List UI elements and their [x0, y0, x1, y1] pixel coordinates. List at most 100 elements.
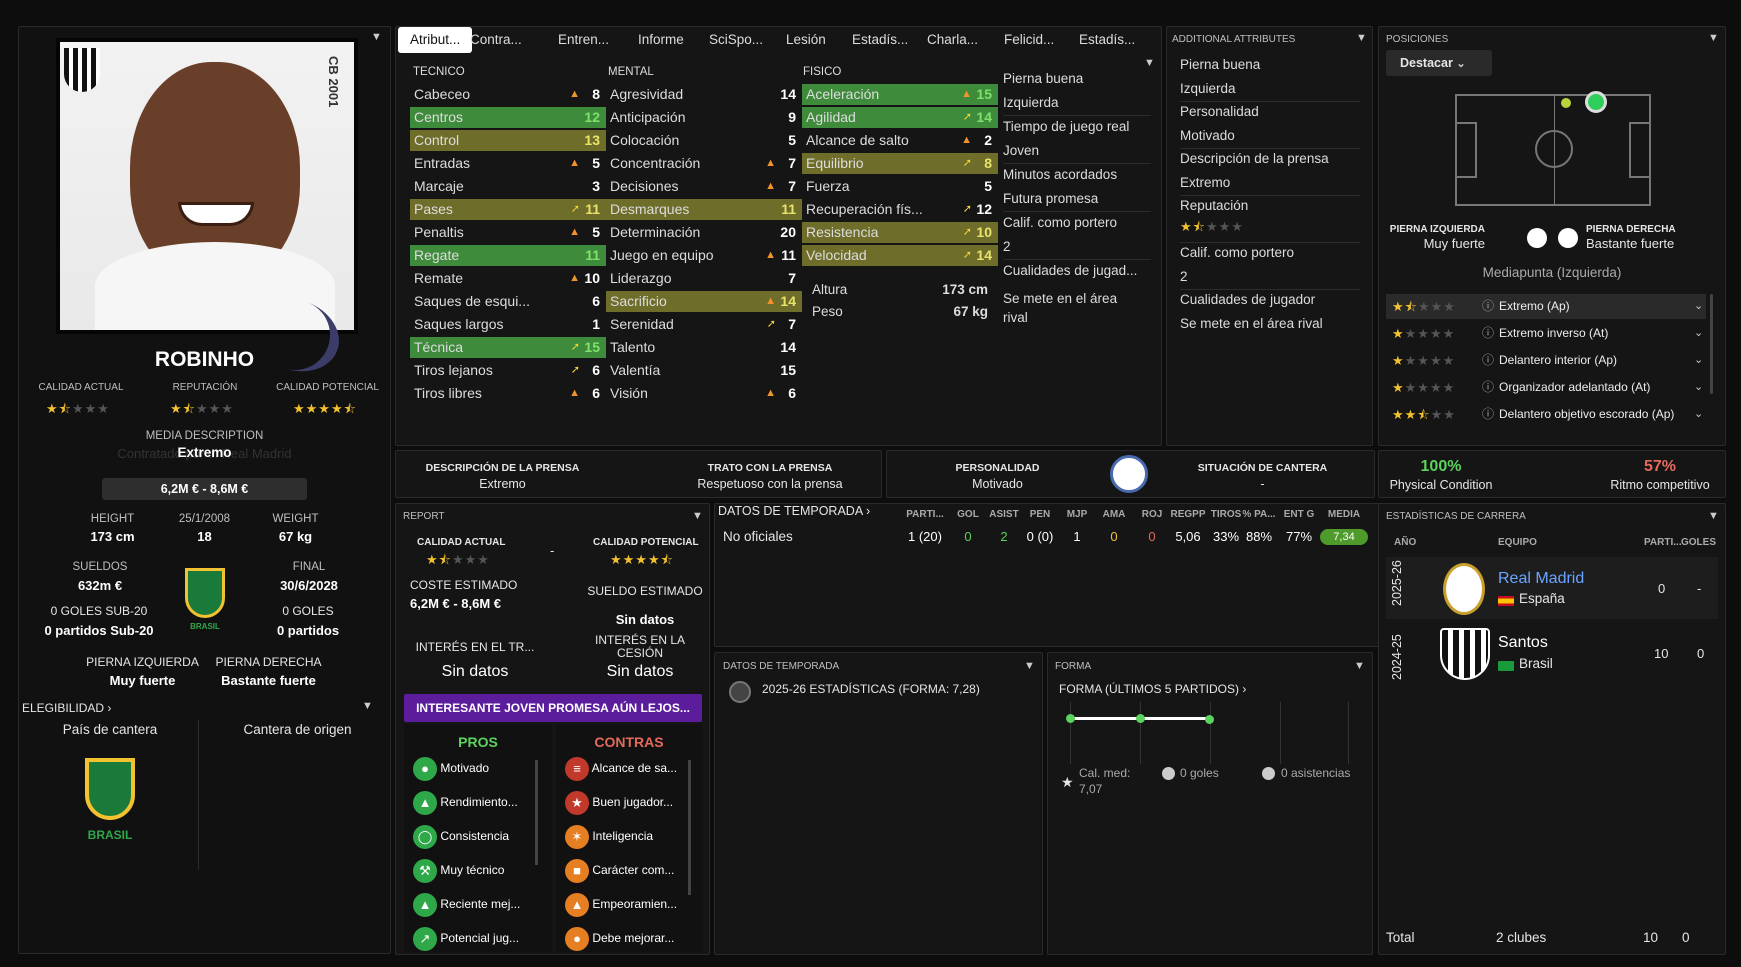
tab-5[interactable]: Lesión	[786, 32, 826, 47]
additional-title: ADDITIONAL ATTRIBUTES	[1172, 34, 1296, 45]
attr-fisico-4[interactable]: Fuerza 5	[806, 178, 992, 194]
contra-item-5[interactable]: ● Debe mejorar...	[565, 927, 674, 951]
report-chevron-icon[interactable]: ▼	[692, 510, 703, 522]
attr-mental-12[interactable]: Valentía 15	[610, 362, 796, 378]
attr-mental-1[interactable]: Anticipación 9	[610, 109, 796, 125]
contra-item-1[interactable]: ★ Buen jugador...	[565, 791, 673, 815]
attr-tecnico-7[interactable]: Regate 11	[410, 245, 606, 266]
contra-item-0[interactable]: ≡ Alcance de sa...	[565, 757, 677, 781]
role-row-4[interactable]: ★★⯪★★ ⓘ Delantero objetivo escorado (Ap) ⌄	[1386, 402, 1706, 427]
report-pa-stars: ★★★★⯪	[610, 552, 674, 567]
attr-fisico-3[interactable]: Equilibrio ➚ 8	[802, 153, 998, 174]
tab-7[interactable]: Charla...	[927, 32, 979, 47]
attr-mental-6[interactable]: Determinación 20	[610, 224, 796, 240]
attributes-options-chevron-icon[interactable]: ▼	[1144, 57, 1155, 69]
attr-tecnico-13[interactable]: Tiros libres ▲ 6	[410, 383, 606, 404]
destacar-dropdown[interactable]: Destacar ⌄	[1386, 50, 1492, 76]
reputacion-label: REPUTACIÓN	[172, 382, 238, 393]
attr-tecnico-10[interactable]: Saques largos 1	[414, 316, 600, 332]
attr-tecnico-6[interactable]: Penaltis ▲ 5	[410, 222, 606, 243]
role-chevron-icon[interactable]: ⌄	[1694, 300, 1704, 312]
attr-tecnico-8[interactable]: Remate ▲ 10	[410, 268, 606, 289]
tab-2[interactable]: Entren...	[558, 32, 610, 47]
pro-item-0[interactable]: ● Motivado	[413, 757, 489, 781]
attr-fisico-7[interactable]: Velocidad ➚ 14	[802, 245, 998, 266]
contra-item-3[interactable]: ■ Carácter com...	[565, 859, 674, 883]
contra-icon: ▲	[565, 893, 589, 917]
attr-fisico-6[interactable]: Resistencia ➚ 10	[802, 222, 998, 243]
tab-8[interactable]: Felicid...	[1004, 32, 1055, 47]
role-chevron-icon[interactable]: ⌄	[1694, 381, 1704, 393]
attr-tecnico-9[interactable]: Saques de esqui... 6	[414, 293, 600, 309]
career-g-2: 0	[1697, 646, 1705, 661]
role-chevron-icon[interactable]: ⌄	[1694, 354, 1704, 366]
pro-item-4[interactable]: ▲ Reciente mej...	[413, 893, 520, 917]
season2-chevron-icon[interactable]: ▼	[1024, 660, 1035, 672]
elegibilidad-chevron-icon[interactable]: ▼	[362, 700, 373, 712]
attr-tecnico-2[interactable]: Control 13	[410, 130, 606, 151]
tab-4[interactable]: SciSpo...	[709, 32, 764, 47]
attr-trend-icon: ▲	[569, 226, 580, 238]
additional-row-0: Pierna buena	[1180, 57, 1261, 72]
contra-icon: ≡	[565, 757, 589, 781]
season-title-link[interactable]: DATOS DE TEMPORADA ›	[718, 504, 871, 518]
career-team-1[interactable]: Real Madrid	[1498, 570, 1585, 587]
additional-row-4: Descripción de la prensa	[1180, 151, 1329, 166]
attr-mental-13[interactable]: Visión ▲ 6	[606, 383, 802, 404]
pro-item-1[interactable]: ▲ Rendimiento...	[413, 791, 518, 815]
sueldos-value: 632m €	[77, 578, 123, 593]
contra-item-4[interactable]: ▲ Empeoramien...	[565, 893, 677, 917]
career-chevron-icon[interactable]: ▼	[1708, 510, 1719, 522]
attr-mental-2[interactable]: Colocación 5	[610, 132, 796, 148]
attr-mental-4[interactable]: Decisiones ▲ 7	[606, 176, 802, 197]
attr-tecnico-11[interactable]: Técnica ➚ 15	[410, 337, 606, 358]
attr-tecnico-12[interactable]: Tiros lejanos ➚ 6	[410, 360, 606, 381]
tab-1[interactable]: Contra...	[470, 32, 522, 47]
attr-mental-10[interactable]: Serenidad ➚ 7	[606, 314, 802, 335]
forma-goles: 0 goles	[1180, 766, 1219, 780]
attr-fisico-2[interactable]: Alcance de salto ▲ 2	[802, 130, 998, 151]
role-row-0[interactable]: ★⯪★★★ ⓘ Extremo (Ap) ⌄	[1386, 294, 1706, 319]
pro-item-5[interactable]: ↗ Potencial jug...	[413, 927, 519, 951]
attr-mental-11[interactable]: Talento 14	[610, 339, 796, 355]
attr-mental-9[interactable]: Sacrificio ▲ 14	[606, 291, 802, 312]
pro-item-3[interactable]: ⚒ Muy técnico	[413, 859, 504, 883]
pro-item-2[interactable]: ◯ Consistencia	[413, 825, 509, 849]
pierna-izq-value: Muy fuerte	[109, 673, 176, 688]
career-team-2[interactable]: Santos	[1498, 634, 1548, 651]
attr-fisico-0[interactable]: Aceleración ▲ 15	[802, 84, 998, 105]
forma-chevron-icon[interactable]: ▼	[1354, 660, 1365, 672]
attr-tecnico-3[interactable]: Entradas ▲ 5	[410, 153, 606, 174]
posiciones-chevron-icon[interactable]: ▼	[1708, 32, 1719, 44]
attr-mental-5[interactable]: Desmarques 11	[606, 199, 802, 220]
attr-tecnico-5[interactable]: Pases ➚ 11	[410, 199, 606, 220]
attr-tecnico-4[interactable]: Marcaje 3	[414, 178, 600, 194]
tab-3[interactable]: Informe	[638, 32, 684, 47]
elegibilidad-link[interactable]: ELEGIBILIDAD ›	[22, 701, 112, 715]
promesa-banner[interactable]: INTERESANTE JOVEN PROMESA AÚN LEJOS...	[404, 694, 702, 722]
attr-mental-0[interactable]: Agresividad 14	[610, 86, 796, 102]
attr-tecnico-1[interactable]: Centros 12	[410, 107, 606, 128]
attr-mental-3[interactable]: Concentración ▲ 7	[606, 153, 802, 174]
attr-tecnico-0[interactable]: Cabeceo ▲ 8	[410, 84, 606, 105]
attr-fisico-1[interactable]: Agilidad ➚ 14	[802, 107, 998, 128]
side-info-8: Cualidades de jugad...	[1003, 263, 1138, 278]
sueldo-label: SUELDO ESTIMADO	[587, 584, 703, 598]
attr-mental-8[interactable]: Liderazgo 7	[610, 270, 796, 286]
tab-0[interactable]: Atribut...	[398, 27, 473, 53]
attr-fisico-5[interactable]: Recuperación fís... ➚ 12	[802, 199, 998, 220]
contra-item-2[interactable]: ✶ Inteligencia	[565, 825, 653, 849]
role-row-3[interactable]: ★★★★★ ⓘ Organizador adelantado (At) ⌄	[1386, 375, 1706, 400]
role-row-1[interactable]: ★★★★★ ⓘ Extremo inverso (At) ⌄	[1386, 321, 1706, 346]
role-chevron-icon[interactable]: ⌄	[1694, 327, 1704, 339]
role-chevron-icon[interactable]: ⌄	[1694, 408, 1704, 420]
profile-menu-chevron-icon[interactable]: ▼	[371, 31, 382, 43]
tab-9[interactable]: Estadís...	[1079, 32, 1136, 47]
press-desc-value: Extremo	[479, 477, 526, 491]
tab-6[interactable]: Estadís...	[852, 32, 909, 47]
role-row-2[interactable]: ★★★★★ ⓘ Delantero interior (Ap) ⌄	[1386, 348, 1706, 373]
forma-sub-link[interactable]: FORMA (ÚLTIMOS 5 PARTIDOS) ›	[1059, 682, 1247, 696]
attr-mental-7[interactable]: Juego en equipo ▲ 11	[606, 245, 802, 266]
ca-stars: ★⯪★★★	[46, 401, 110, 416]
additional-chevron-icon[interactable]: ▼	[1356, 32, 1367, 44]
